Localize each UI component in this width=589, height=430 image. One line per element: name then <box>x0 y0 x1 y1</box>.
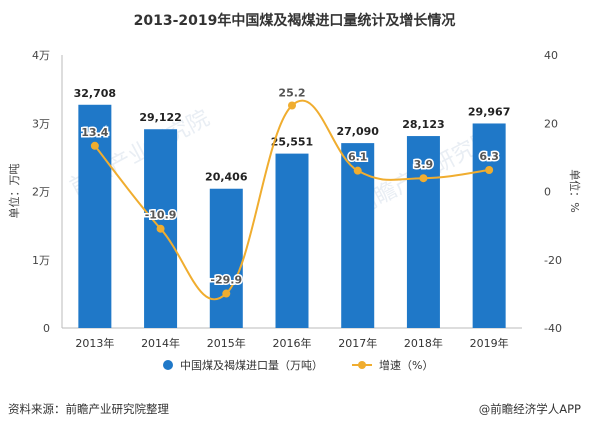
legend-bar-label: 中国煤及褐煤进口量（万吨） <box>180 358 323 372</box>
chart-title: 2013-2019年中国煤及褐煤进口量统计及增长情况 <box>133 13 456 29</box>
left-tick-label: 3万 <box>32 117 50 130</box>
brand-note: @前瞻经济学人APP <box>478 402 581 416</box>
right-tick-label: 0 <box>544 186 551 199</box>
bar <box>406 136 440 328</box>
legend-line-label: 增速（%） <box>379 358 433 372</box>
growth-value-label: -10.9 <box>145 209 177 222</box>
right-tick-label: -20 <box>544 254 562 267</box>
growth-label-halo: -29.9 <box>210 274 242 287</box>
growth-point <box>353 166 362 175</box>
source-note: 资料来源：前瞻产业研究院整理 <box>8 402 169 416</box>
left-tick-label: 4万 <box>32 49 50 62</box>
bar-value-label: 25,551 <box>271 136 313 149</box>
x-tick-label: 2017年 <box>338 336 377 350</box>
growth-label-halo: 6.1 <box>348 151 368 164</box>
bar-value-label: 32,708 <box>74 87 116 100</box>
growth-label-halo: 6.3 <box>479 150 499 163</box>
bar-value-label: 28,123 <box>402 118 444 131</box>
growth-label-halo: -10.9 <box>145 209 177 222</box>
growth-label-halo: 25.2 <box>278 87 305 100</box>
bar-value-label: 27,090 <box>336 125 379 138</box>
growth-point <box>156 224 165 233</box>
growth-point <box>419 174 428 183</box>
bar <box>472 123 506 329</box>
legend-line-marker <box>358 361 366 369</box>
x-tick-label: 2013年 <box>75 336 114 350</box>
left-tick-label: 0 <box>43 322 50 335</box>
left-axis-title: 单位：万吨 <box>7 164 21 219</box>
left-tick-label: 1万 <box>32 254 50 267</box>
growth-value-label: 3.9 <box>414 158 434 171</box>
bar-value-label: 20,406 <box>205 171 248 184</box>
x-tick-label: 2014年 <box>141 336 180 350</box>
x-tick-label: 2016年 <box>273 336 312 350</box>
left-tick-label: 2万 <box>32 186 50 199</box>
growth-value-label: -29.9 <box>210 274 242 287</box>
bar-value-label: 29,967 <box>468 105 510 118</box>
growth-value-label: 6.1 <box>348 151 368 164</box>
growth-point <box>90 141 99 150</box>
growth-label-halo: 3.9 <box>414 158 434 171</box>
growth-value-label: 25.2 <box>278 87 305 100</box>
bar-value-label: 29,122 <box>139 111 181 124</box>
legend-bar-swatch <box>163 360 173 370</box>
bar <box>209 188 243 328</box>
right-tick-label: -40 <box>544 322 562 335</box>
growth-value-label: 6.3 <box>479 150 499 163</box>
right-axis-title: 单位：% <box>568 169 582 212</box>
growth-point <box>288 101 296 110</box>
growth-value-label: 13.4 <box>81 126 108 139</box>
bar <box>275 153 309 328</box>
x-tick-label: 2015年 <box>207 336 246 350</box>
growth-point <box>485 166 494 175</box>
x-tick-label: 2019年 <box>470 336 509 350</box>
growth-label-halo: 13.4 <box>81 126 108 139</box>
right-tick-label: 20 <box>544 117 558 130</box>
right-tick-label: 40 <box>544 49 558 62</box>
growth-point <box>222 289 231 298</box>
x-tick-label: 2018年 <box>404 336 443 350</box>
